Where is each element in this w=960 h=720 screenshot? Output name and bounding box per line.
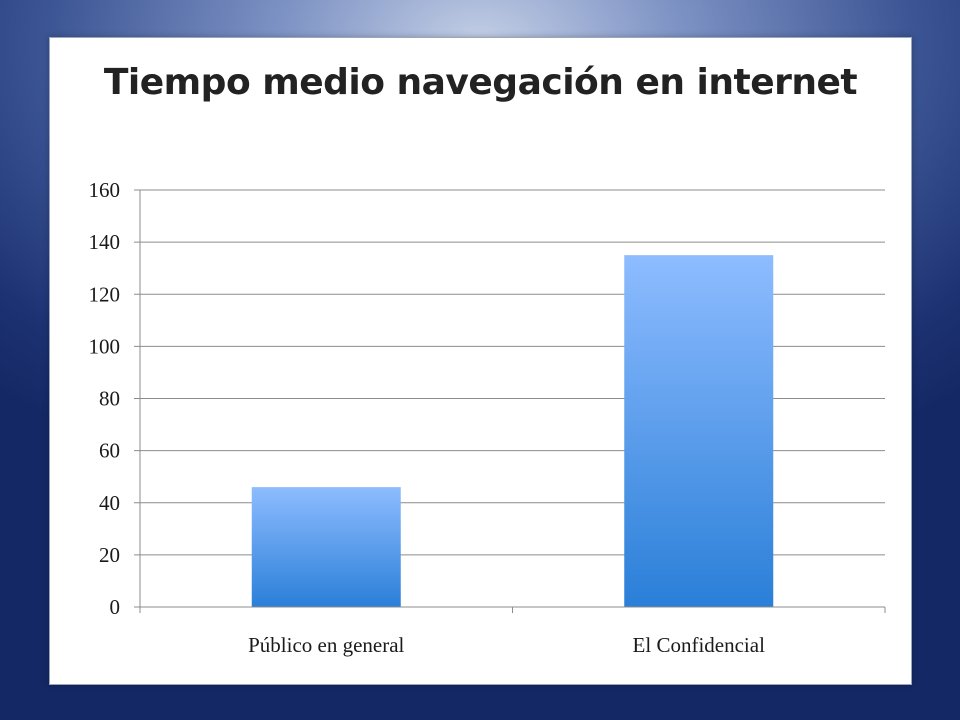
y-tick-label: 120 [89,282,121,306]
y-tick-label: 60 [99,439,120,463]
y-tick-label: 0 [110,595,121,619]
y-tick-label: 20 [99,543,120,567]
axis-labels: 0 20 40 60 80 100 120 140 160 Público en general E… [89,178,766,657]
x-category-label: El Confidencial [633,633,766,657]
bar [251,487,401,607]
chart-frame: Tiempo medio navegación en internet 0 20 4… [49,37,912,685]
y-tick-label: 140 [89,230,121,254]
axes [134,189,886,613]
y-tick-label: 80 [99,387,120,411]
bars [251,255,774,607]
y-tick-label: 100 [89,334,121,358]
y-tick-label: 40 [99,491,120,515]
bar-chart: 0 20 40 60 80 100 120 140 160 Público en general E… [89,178,886,657]
y-tick-label: 160 [89,178,121,202]
x-category-label: Público en general [248,633,404,657]
chart-title: Tiempo medio navegación en internet [103,62,858,103]
bar [624,255,774,607]
